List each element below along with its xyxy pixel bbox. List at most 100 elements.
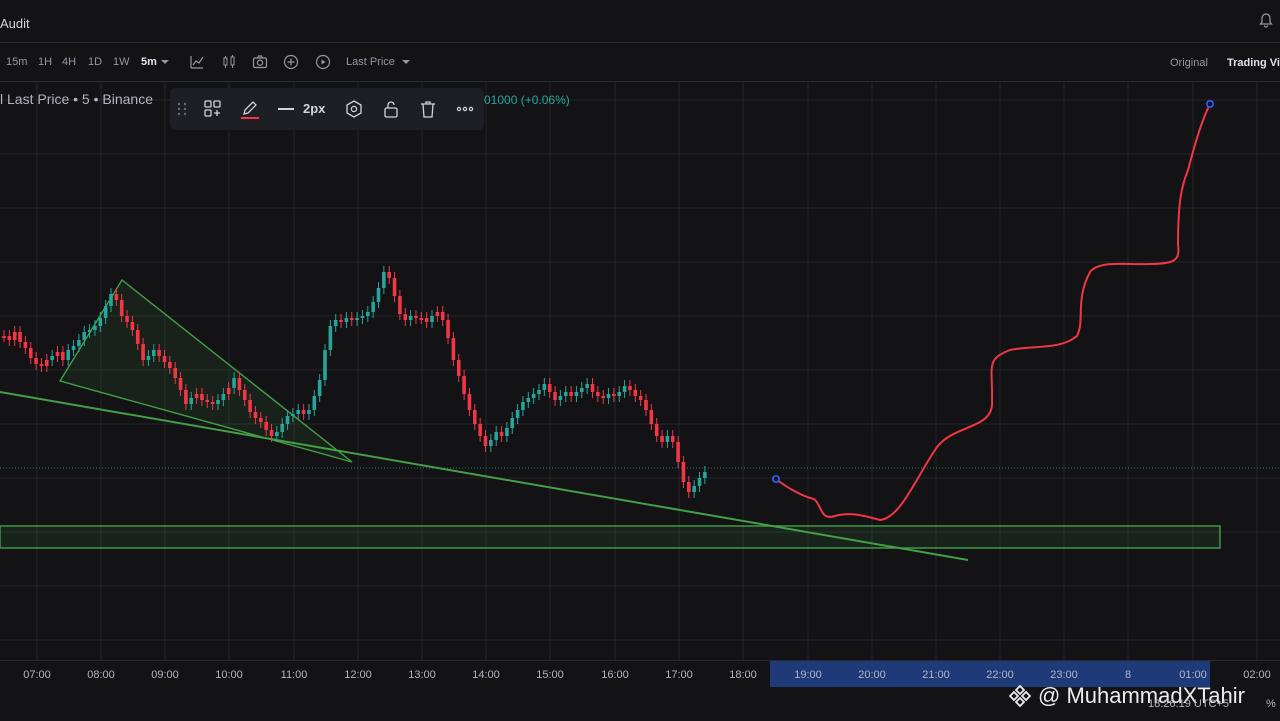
- candle: [494, 432, 498, 440]
- candle: [61, 352, 65, 360]
- candle: [435, 312, 440, 316]
- tab-tradingview[interactable]: Trading Vi: [1227, 57, 1280, 69]
- time-tick: 23:00: [1050, 669, 1078, 681]
- more-icon[interactable]: [455, 99, 475, 119]
- candle: [178, 378, 183, 390]
- time-tick: 15:00: [536, 669, 564, 681]
- pencil-icon[interactable]: [240, 99, 260, 119]
- candle: [301, 410, 306, 414]
- candle: [184, 390, 188, 404]
- indicators-icon[interactable]: [189, 54, 205, 70]
- drawing-toolbar: 2px: [170, 88, 484, 130]
- candle: [606, 394, 611, 398]
- time-tick: 14:00: [472, 669, 500, 681]
- candle: [259, 418, 263, 422]
- candle: [119, 300, 124, 316]
- timeframe-15m[interactable]: 15m: [6, 56, 28, 68]
- settings-icon[interactable]: [344, 99, 364, 119]
- unlock-icon[interactable]: [381, 99, 401, 119]
- candle: [622, 386, 627, 392]
- candle: [55, 352, 60, 356]
- candle: [152, 350, 156, 356]
- candles: [2, 266, 707, 498]
- candle: [328, 326, 333, 350]
- replay-icon[interactable]: [315, 54, 331, 70]
- candle: [692, 486, 696, 492]
- timeframe-5m[interactable]: 5m: [141, 56, 157, 68]
- symbol-info: l Last Price • 5 • Binance: [0, 91, 153, 107]
- candle: [366, 312, 370, 316]
- line-width-label[interactable]: 2px: [303, 101, 326, 116]
- candle: [109, 294, 113, 306]
- timeframe-1d[interactable]: 1D: [88, 56, 103, 68]
- candle: [703, 472, 707, 478]
- timeframe-1w[interactable]: 1W: [113, 56, 130, 68]
- candle: [628, 386, 632, 390]
- candle: [2, 336, 6, 338]
- price-change: 01000 (+0.06%): [484, 93, 570, 107]
- candles-icon[interactable]: [221, 54, 237, 70]
- candle: [360, 316, 365, 318]
- candle: [596, 392, 600, 396]
- time-tick: 10:00: [215, 669, 243, 681]
- time-axis[interactable]: 07:00 08:00 09:00 10:00 11:00 12:00 13:00 14:00…: [0, 660, 1280, 721]
- candle: [414, 316, 418, 318]
- candle: [654, 424, 659, 436]
- candle: [312, 396, 317, 410]
- candle: [505, 428, 509, 436]
- candle: [157, 350, 161, 356]
- price-source-select[interactable]: Last Price: [346, 56, 395, 68]
- candle: [617, 392, 622, 396]
- candle: [82, 332, 87, 340]
- line-style-icon[interactable]: [277, 99, 295, 119]
- candle: [638, 396, 643, 400]
- candle: [45, 360, 49, 366]
- trash-icon[interactable]: [418, 99, 438, 119]
- candle: [285, 416, 290, 424]
- candle: [542, 384, 547, 390]
- bell-icon[interactable]: [1258, 12, 1274, 28]
- candle: [510, 418, 515, 428]
- time-tick: 02:00: [1243, 669, 1271, 681]
- candle: [34, 358, 38, 364]
- candle: [125, 316, 129, 322]
- price-chart[interactable]: [0, 82, 1280, 660]
- candle: [339, 320, 343, 322]
- trend-line: [0, 391, 969, 561]
- timeframe-1h[interactable]: 1H: [38, 56, 53, 68]
- candle: [676, 442, 680, 462]
- add-circle-icon[interactable]: [283, 54, 299, 70]
- candle: [526, 398, 531, 402]
- candle: [387, 272, 391, 278]
- timeframe-4h[interactable]: 4H: [62, 56, 77, 68]
- candle: [467, 394, 472, 410]
- candle: [248, 400, 252, 412]
- candle: [574, 392, 579, 396]
- candle: [349, 318, 354, 320]
- time-tick: 16:00: [601, 669, 629, 681]
- candle: [7, 336, 12, 340]
- template-icon[interactable]: [203, 99, 223, 119]
- candle: [601, 396, 605, 398]
- candle: [291, 414, 295, 416]
- camera-icon[interactable]: [252, 54, 268, 70]
- candle: [665, 436, 670, 442]
- candle: [12, 332, 17, 340]
- watermark: @ MuhammadXTahir: [1008, 683, 1245, 709]
- candle: [205, 400, 210, 402]
- drag-handle-icon[interactable]: [176, 99, 188, 119]
- candle: [515, 410, 520, 418]
- candle: [382, 272, 386, 288]
- candle: [371, 302, 375, 312]
- candle: [93, 326, 97, 330]
- candle: [451, 338, 456, 360]
- candle: [232, 378, 236, 388]
- percent-toggle[interactable]: %: [1266, 698, 1276, 710]
- projection-line: [775, 103, 1211, 522]
- tab-original[interactable]: Original: [1170, 57, 1208, 69]
- candle: [344, 318, 349, 322]
- chevron-down-icon[interactable]: [160, 57, 170, 67]
- chevron-down-icon[interactable]: [401, 57, 411, 67]
- candle: [612, 394, 616, 396]
- candle: [531, 394, 536, 398]
